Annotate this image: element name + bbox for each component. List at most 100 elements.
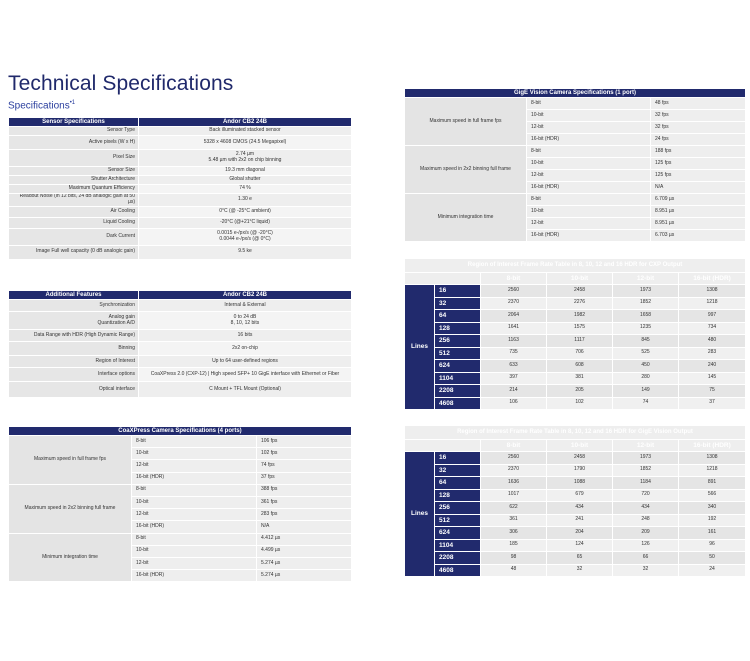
roi_gige-row: 128 1017 679 720 566 [405, 488, 747, 502]
roi_gige-row: 4608 48 32 32 24 [405, 563, 747, 577]
features-row-label: Binning [8, 341, 139, 356]
sensor-row-value: 1.30 e [138, 193, 352, 207]
roi_gige-col-header: 10-bit [546, 439, 613, 452]
roi_cxp-row-header: 4608 [434, 396, 481, 410]
roi_cxp-cell: 240 [677, 359, 747, 373]
roi_gige-row-header: 512 [434, 513, 481, 527]
gige-bit-depth: 8-bit [526, 145, 651, 158]
roi_gige-row-header: 4608 [434, 563, 481, 577]
roi_gige-cell: 340 [677, 501, 747, 515]
roi_cxp-row: 2208 214 205 149 75 [405, 384, 747, 398]
gige-value: 32 fps [649, 121, 747, 134]
sensor-row: Image Full well capacity (0 dB analogic … [8, 244, 352, 260]
roi_cxp-cell: 381 [546, 371, 613, 385]
roi_cxp-cell: 450 [612, 359, 679, 373]
section-subtitle: Specifications•1 [8, 100, 75, 111]
gige-bit-depth: 8-bit [526, 97, 651, 110]
coax-group-label: Maximum speed in full frame fps [8, 435, 132, 485]
roi_cxp-cell: 608 [546, 359, 613, 373]
gige-head: GigE Vision Camera Specifications (1 por… [403, 88, 747, 98]
roi_cxp-row: 64 2064 1982 1658 997 [405, 309, 747, 323]
coax-bit-depth: 10-bit [131, 544, 257, 558]
roi_gige-row: 512 361 241 248 192 [405, 513, 747, 527]
sensor-row: Sensor Type Back illuminated stacked sens… [8, 126, 352, 136]
roi_cxp-row-header: 16 [434, 284, 481, 298]
roi_cxp-row: Lines 16 2560 2458 1973 1308 [404, 284, 747, 410]
roi_cxp-col-header: 16-bit (HDR) [677, 272, 747, 285]
roi_gige-cell: 1184 [612, 476, 679, 490]
additional-features-table: Additional Features Andor CB2 24B Synchr… [8, 290, 352, 398]
gige-bit-depth: 12-bit [526, 217, 651, 230]
sensor-row: Maximum Quantum Efficiency 74 % [8, 184, 352, 194]
roi_cxp-cell: 735 [480, 346, 547, 360]
roi_cxp-col-header: 10-bit [546, 272, 613, 285]
coax-bit-depth: 8-bit [131, 483, 257, 497]
roi_cxp-cell: 283 [677, 346, 747, 360]
coax-row: 10-bit 361 fps [9, 495, 352, 510]
roi_gige-cell: 32 [612, 563, 679, 577]
roi_cxp-row-header: 624 [434, 359, 481, 373]
roi_cxp-cell: 102 [546, 396, 613, 410]
gige-row: 16-bit (HDR) 6.703 µs [405, 229, 747, 242]
roi_cxp-col-header: 12-bit [612, 272, 679, 285]
gige-value: 6.703 µs [649, 229, 747, 242]
gige-bit-depth: 16-bit (HDR) [526, 229, 651, 242]
sensor-row-label: Sensor Type [8, 126, 139, 136]
coax-value: 4.412 µs [256, 532, 352, 546]
sensor-row: Liquid Cooling -20°C (@+21°C liquid) [8, 216, 352, 229]
roi_cxp-cell: 1641 [480, 321, 547, 335]
roi_gige-row: Lines 16 2560 2458 1973 1308 [404, 451, 747, 577]
sensor-row-value: 0.0015 e-/px/s (@ -20°C) 0.0044 e-/px/s … [138, 227, 352, 246]
sensor-row-value: -20°C (@+21°C liquid) [138, 216, 352, 229]
roi_cxp-row-header: 128 [434, 321, 481, 335]
roi_cxp-row-header: 64 [434, 309, 481, 323]
gige-value: 8.951 µs [649, 217, 747, 230]
coaxpress-specifications-table: CoaXPress Camera Specifications (4 ports… [8, 426, 352, 583]
roi_gige-cell: 679 [546, 488, 613, 502]
roi_gige-cell: 204 [546, 526, 613, 540]
features-row-value: Internal & External [138, 299, 352, 312]
roi_cxp-row: 256 1163 1117 845 480 [405, 334, 747, 348]
gige-value: 125 fps [649, 157, 747, 170]
gige-value: 188 fps [649, 145, 747, 158]
coax-row: 16-bit (HDR) N/A [9, 520, 352, 534]
roi_cxp-cell: 145 [677, 371, 747, 385]
roi_cxp-title-row: Region of Interest Frame Rate Table in 8… [403, 258, 747, 273]
roi_cxp-cell: 37 [677, 396, 747, 410]
roi_cxp-cell: 2458 [546, 284, 613, 298]
roi_cxp-cell: 1982 [546, 309, 613, 323]
coax-bit-depth: 10-bit [131, 447, 257, 461]
coax-value: 388 fps [256, 483, 352, 497]
roi_gige-cell: 32 [546, 563, 613, 577]
roi_gige-cell: 566 [677, 488, 747, 502]
coax-row: 10-bit 4.499 µs [9, 544, 352, 558]
features-row-label: Region of Interest [8, 355, 139, 368]
coax-value: 106 fps [256, 434, 352, 449]
features-row-value: C Mount + TFL Mount (Optional) [138, 381, 352, 398]
features-row-value: Up to 64 user-defined regions [138, 355, 352, 368]
roi_gige-lines-label: Lines [404, 451, 435, 577]
features-row: Optical interface C Mount + TFL Mount (Op… [8, 381, 352, 398]
sensor-row-value: Global shutter [138, 175, 352, 185]
roi_cxp-cell: 205 [546, 384, 613, 398]
roi_gige-row-header: 128 [434, 488, 481, 502]
coax-value: N/A [256, 520, 352, 534]
roi_cxp-lines-label: Lines [404, 284, 435, 410]
gige-row: Minimum integration time 8-bit 6.709 µs [404, 193, 747, 242]
roi_cxp-cell: 480 [677, 334, 747, 348]
features-row-label: Analog gain Quantization A/D [8, 311, 139, 330]
roi_gige-title-row: Region of Interest Frame Rate Table in 8… [403, 425, 747, 440]
roi_cxp-cell: 2064 [480, 309, 547, 323]
roi_cxp-cell: 1658 [612, 309, 679, 323]
page-title: Technical Specifications [8, 72, 234, 95]
roi_gige-corner [404, 439, 481, 452]
gige-specifications-table: GigE Vision Camera Specifications (1 por… [403, 88, 747, 242]
roi_gige-cell: 98 [480, 551, 547, 565]
gige-value: 8.951 µs [649, 205, 747, 218]
features-row-value: CoaXPress 2.0 (CXP-12) | High speed SFP+… [138, 367, 352, 382]
sensor-row-label: Image Full well capacity (0 dB analogic … [8, 244, 139, 260]
features-row-label: Interface options [8, 367, 139, 382]
roi_gige-cell: 66 [612, 551, 679, 565]
roi_gige-cell: 209 [612, 526, 679, 540]
roi_cxp-cell: 706 [546, 346, 613, 360]
